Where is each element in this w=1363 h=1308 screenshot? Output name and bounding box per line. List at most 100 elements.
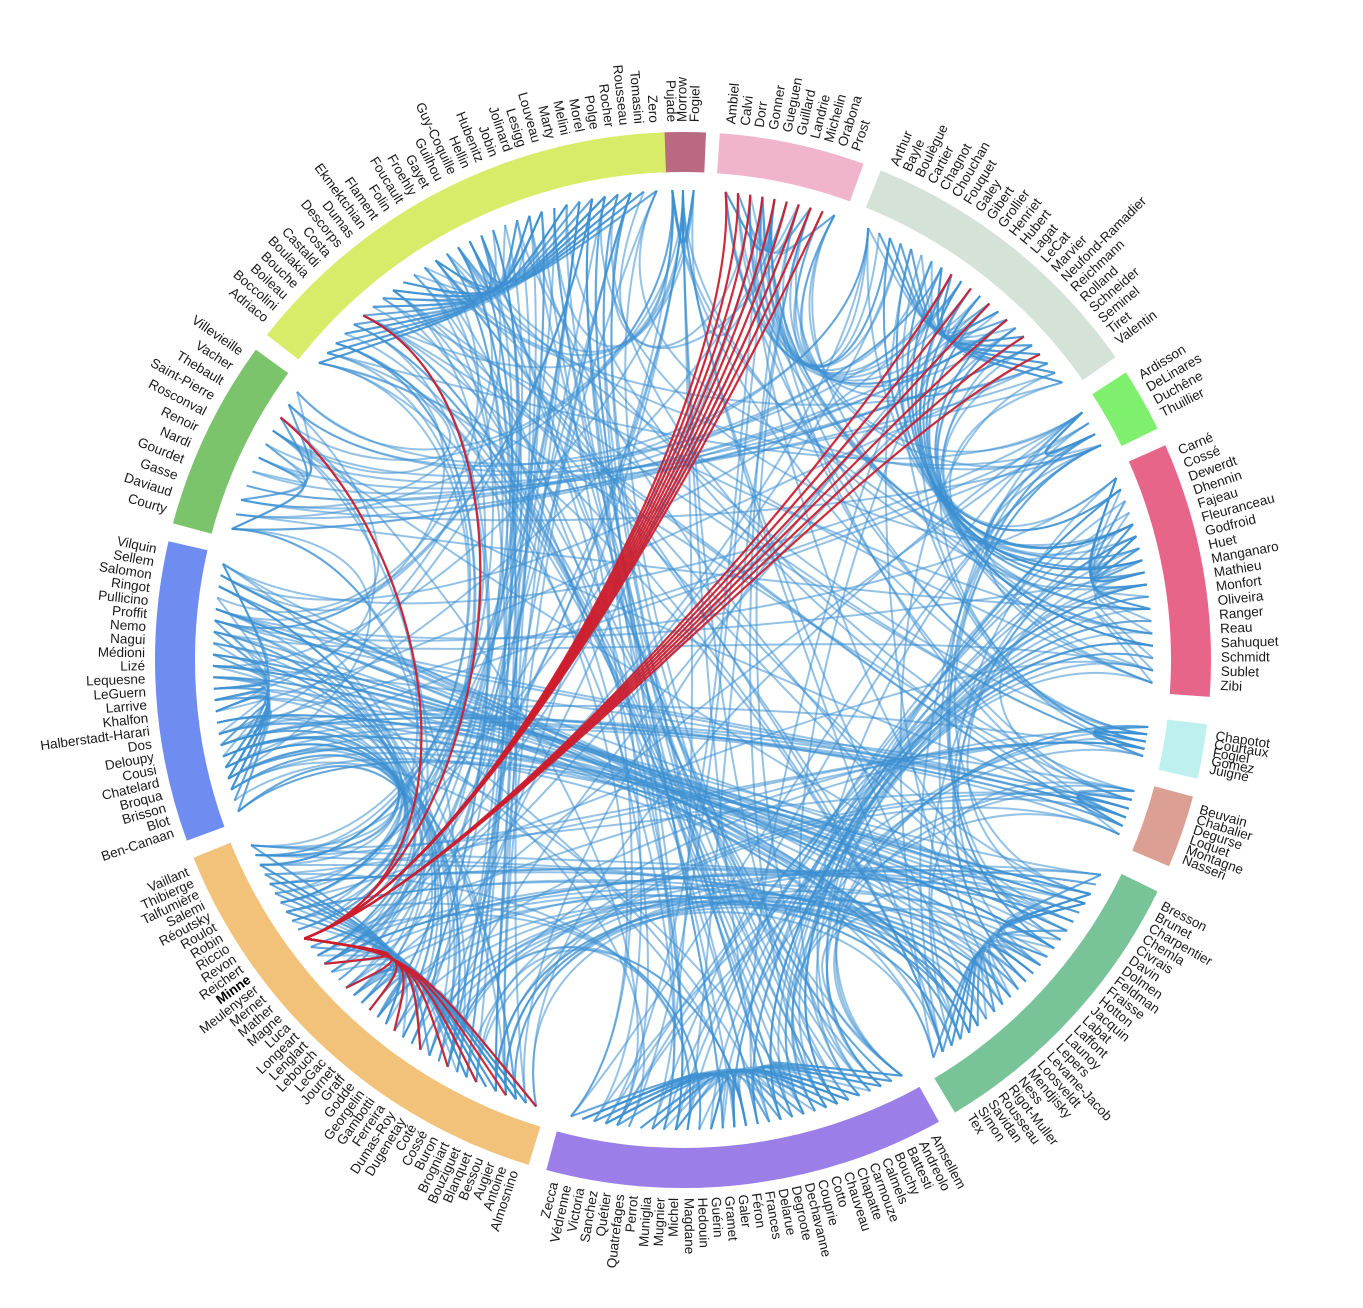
edge-highlight [304, 210, 824, 940]
edge [736, 193, 902, 368]
edge-highlight [279, 416, 423, 940]
edge [227, 527, 371, 780]
edge [272, 267, 943, 477]
node-label: Huet [1207, 531, 1238, 552]
edge [259, 192, 632, 866]
node-label: Magdane [682, 1198, 698, 1254]
edge [225, 724, 1127, 819]
edge [240, 444, 1102, 522]
edge [258, 371, 1056, 490]
node-label: Hedouin [695, 1197, 712, 1248]
edge [808, 214, 1083, 453]
group-arc-9 [546, 1086, 939, 1188]
edge [231, 527, 423, 965]
edge [627, 198, 776, 1128]
node-label: Guérin [708, 1197, 725, 1238]
edge [516, 219, 1148, 736]
edge [901, 254, 1145, 750]
edge [215, 607, 971, 1034]
node-label: Sahuquet [1221, 634, 1279, 651]
edges-normal-layer [212, 189, 1154, 1131]
edge [259, 863, 497, 1092]
edge [335, 342, 628, 1118]
node-label: Morrow [675, 77, 690, 122]
edge [930, 781, 1135, 1040]
edge [1044, 411, 1102, 457]
edge [218, 585, 962, 1040]
edge [456, 211, 545, 1073]
edge [604, 196, 764, 1125]
node-label: Ringot [110, 575, 151, 595]
edge [445, 253, 1096, 466]
node-label: Khalfon [102, 710, 149, 730]
node-label: Rousseau [610, 64, 632, 126]
node-label: Lizé [120, 658, 145, 673]
node-label: Michel [666, 1198, 682, 1237]
group-arc-2 [717, 133, 864, 202]
group-arc-5 [1128, 445, 1211, 697]
group-arc-13 [266, 132, 666, 360]
node-label: Rocher [596, 83, 617, 129]
node-label: Pullicino [97, 588, 149, 608]
node-label: Zero [645, 95, 662, 124]
edge [884, 248, 1004, 1006]
node-label: Calvi [737, 95, 755, 127]
node-label: Quétier [593, 1191, 614, 1237]
edge [570, 1068, 849, 1118]
edge [222, 563, 270, 769]
node-label: Morel [566, 97, 587, 133]
edge [222, 411, 1083, 605]
node-label: Larrive [105, 697, 147, 715]
node-label: Sellem [112, 547, 155, 569]
node-label: Mugnier [651, 1197, 668, 1247]
edge [212, 642, 267, 677]
edge [514, 906, 979, 1100]
edge [565, 204, 1127, 819]
node-label: Gramet [722, 1195, 741, 1241]
node-label: Fogiel [1212, 745, 1251, 766]
group-arc-12 [172, 349, 289, 534]
group-arc-8 [934, 873, 1158, 1113]
edge [941, 873, 1102, 1053]
edge [227, 747, 400, 848]
node-label: Muniglia [636, 1196, 654, 1248]
node-label: Fogiel [687, 85, 703, 122]
edge [212, 664, 443, 1045]
node-label: Sublet [1221, 664, 1260, 680]
node-label: Schmidt [1221, 649, 1270, 664]
node-label: Médioni [98, 645, 145, 661]
edge [216, 716, 805, 1115]
group-arc-6 [1158, 719, 1208, 779]
group-arc-11 [154, 541, 225, 841]
node-label: Reau [1220, 620, 1253, 637]
edge [222, 563, 979, 1027]
node-label: Proffit [111, 603, 147, 621]
edge [948, 433, 1096, 941]
edge [392, 289, 649, 1126]
edge [272, 429, 1074, 923]
edge [220, 704, 1144, 758]
edge [1094, 611, 1154, 684]
node-label: Dorr [752, 100, 771, 129]
edge [747, 1066, 882, 1123]
edge [214, 619, 771, 1123]
edge [532, 411, 1083, 1107]
group-arc-10 [193, 842, 541, 1165]
edge [748, 194, 1062, 941]
edge [317, 224, 524, 957]
edge [784, 731, 1148, 1115]
edge [213, 642, 401, 866]
group-arc-1 [659, 131, 707, 173]
edge [213, 687, 944, 1053]
edge [791, 869, 1102, 1109]
node-label: Nemo [110, 617, 147, 634]
edge [353, 190, 645, 326]
edge [682, 189, 944, 1053]
node-label: Féron [749, 1192, 769, 1229]
node-label: Galer [735, 1194, 754, 1229]
group-arc-7 [1132, 786, 1194, 867]
edge [686, 207, 812, 1131]
node-label: Dos [127, 736, 153, 755]
